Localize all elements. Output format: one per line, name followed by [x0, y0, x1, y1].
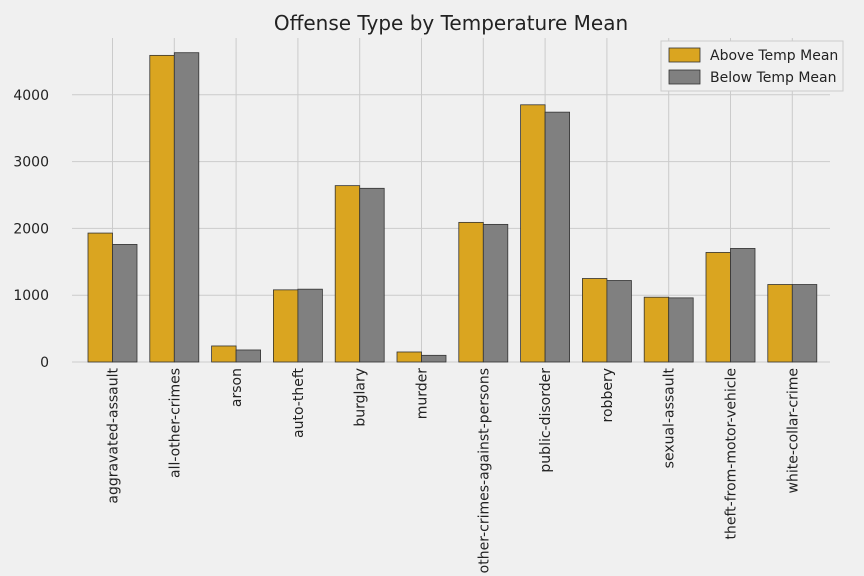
bar-murder-below	[421, 354, 447, 363]
legend-label-above: Above Temp Mean	[710, 48, 838, 64]
bar-theft-from-motor-vehicle-above	[705, 252, 731, 363]
legend-swatch-above	[668, 47, 701, 63]
bar-all-other-crimes-below	[173, 52, 200, 363]
y-tick-label: 2000	[13, 221, 49, 237]
x-tick-label: public-disorder	[538, 368, 554, 473]
x-tick-label: auto-theft	[291, 367, 307, 437]
bar-aggravated-assault-below	[112, 244, 138, 363]
bar-robbery-above	[582, 278, 608, 363]
x-tick-label: all-other-crimes	[167, 368, 183, 478]
bar-auto-theft-above	[272, 289, 299, 363]
x-tick-label: theft-from-motor-vehicle	[724, 368, 740, 540]
x-tick-label: burglary	[353, 368, 369, 427]
bar-burglary-below	[359, 187, 385, 363]
y-tick-label: 3000	[13, 155, 49, 171]
legend-label-below: Below Temp Mean	[710, 70, 836, 86]
x-tick-label: murder	[415, 368, 431, 420]
legend-swatch-below	[668, 69, 701, 85]
bar-sexual-assault-above	[643, 296, 670, 363]
bar-murder-above	[396, 351, 422, 363]
bar-sexual-assault-below	[668, 297, 694, 363]
bar-aggravated-assault-above	[87, 232, 113, 363]
bar-public-disorder-above	[520, 104, 546, 363]
x-tick-label: arson	[229, 368, 245, 407]
chart-title: Offense Type by Temperature Mean	[274, 11, 628, 35]
x-tick-label: sexual-assault	[662, 367, 678, 468]
y-tick-label: 0	[40, 355, 49, 371]
x-tick-label: robbery	[600, 368, 616, 422]
legend: Above Temp Mean Below Temp Mean	[660, 40, 844, 92]
bar-other-crimes-against-persons-above	[458, 221, 484, 363]
x-tick-label: aggravated-assault	[106, 367, 122, 503]
x-axis-ticks: aggravated-assault all-other-crimes arson a…	[106, 367, 802, 573]
bar-public-disorder-below	[544, 111, 570, 363]
x-tick-label: other-crimes-against-persons	[476, 368, 492, 573]
bar-robbery-below	[606, 280, 632, 363]
bar-burglary-above	[334, 185, 361, 363]
bar-white-collar-crime-below	[791, 284, 818, 363]
x-tick-label: white-collar-crime	[785, 368, 801, 494]
bar-all-other-crimes-above	[149, 54, 175, 363]
bar-theft-from-motor-vehicle-below	[730, 248, 756, 363]
bar-arson-below	[235, 349, 262, 363]
y-tick-label: 1000	[13, 288, 49, 304]
bars	[87, 52, 818, 363]
y-axis-ticks: 0 1000 2000 3000 4000	[13, 88, 49, 371]
y-tick-label: 4000	[13, 88, 49, 104]
bar-white-collar-crime-above	[767, 284, 793, 363]
bar-arson-above	[211, 345, 237, 363]
bar-other-crimes-against-persons-below	[482, 223, 509, 363]
bar-auto-theft-below	[297, 288, 323, 363]
